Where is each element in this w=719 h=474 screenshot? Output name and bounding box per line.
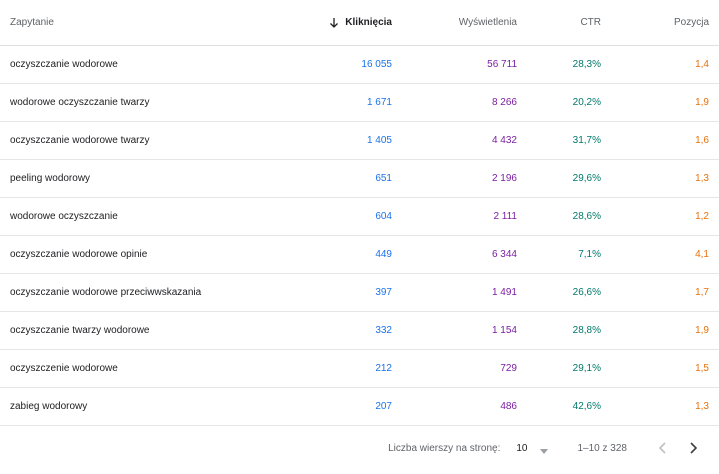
column-header-ctr[interactable]: CTR bbox=[580, 17, 601, 28]
impressions-cell: 1 154 bbox=[491, 325, 517, 336]
arrow-down-icon bbox=[329, 17, 339, 29]
query-cell: peeling wodorowy bbox=[10, 173, 91, 184]
prev-page-button[interactable] bbox=[651, 436, 675, 460]
clicks-cell: 449 bbox=[375, 249, 392, 260]
column-header-impressions[interactable]: Wyświetlenia bbox=[458, 17, 517, 28]
ctr-cell: 28,3% bbox=[572, 59, 601, 70]
impressions-cell: 486 bbox=[500, 401, 517, 412]
clicks-cell: 397 bbox=[375, 287, 392, 298]
query-cell: oczyszczanie twarzy wodorowe bbox=[10, 325, 150, 336]
table-row[interactable]: wodorowe oczyszczanie twarzy 1 671 8 266 20… bbox=[0, 84, 719, 122]
position-cell: 1,9 bbox=[695, 325, 709, 336]
position-cell: 1,3 bbox=[695, 173, 709, 184]
clicks-cell: 604 bbox=[375, 211, 392, 222]
query-cell: oczyszczanie wodorowe opinie bbox=[10, 249, 148, 260]
chevron-left-icon bbox=[658, 442, 668, 454]
table-row[interactable]: wodorowe oczyszczanie 604 2 111 28,6% 1,2 bbox=[0, 198, 719, 236]
ctr-cell: 42,6% bbox=[572, 401, 601, 412]
next-page-button[interactable] bbox=[681, 436, 705, 460]
pagination-footer: Liczba wierszy na stronę: 10 1–10 z 328 bbox=[0, 426, 719, 470]
position-cell: 1,3 bbox=[695, 401, 709, 412]
position-cell: 1,4 bbox=[695, 59, 709, 70]
ctr-cell: 26,6% bbox=[572, 287, 601, 298]
column-header-clicks[interactable]: Kliknięcia bbox=[290, 17, 392, 29]
impressions-cell: 56 711 bbox=[487, 59, 517, 70]
table-row[interactable]: oczyszczanie twarzy wodorowe 332 1 154 28,8… bbox=[0, 312, 719, 350]
clicks-cell: 1 671 bbox=[366, 97, 392, 108]
position-cell: 1,6 bbox=[695, 135, 709, 146]
table-header: Zapytanie Kliknięcia Wyświetlenia CTR Po… bbox=[0, 0, 719, 46]
rows-per-page-select[interactable]: 10 bbox=[516, 442, 548, 454]
impressions-cell: 2 111 bbox=[493, 211, 517, 222]
ctr-cell: 28,6% bbox=[572, 211, 601, 222]
table-row[interactable]: oczyszczanie wodorowe 16 055 56 711 28,3% 1,… bbox=[0, 46, 719, 84]
position-cell: 1,5 bbox=[695, 363, 709, 374]
query-cell: oczyszczenie wodorowe bbox=[10, 363, 118, 374]
table-row[interactable]: oczyszczanie wodorowe przeciwwskazania 39… bbox=[0, 274, 719, 312]
impressions-cell: 8 266 bbox=[491, 97, 517, 108]
position-cell: 1,2 bbox=[695, 211, 709, 222]
query-cell: oczyszczanie wodorowe przeciwwskazania bbox=[10, 287, 202, 298]
chevron-right-icon bbox=[688, 442, 698, 454]
query-cell: wodorowe oczyszczanie bbox=[10, 211, 118, 222]
column-header-query[interactable]: Zapytanie bbox=[10, 17, 54, 28]
clicks-cell: 16 055 bbox=[361, 59, 392, 70]
clicks-cell: 212 bbox=[375, 363, 392, 374]
table-row[interactable]: zabieg wodorowy 207 486 42,6% 1,3 bbox=[0, 388, 719, 426]
impressions-cell: 2 196 bbox=[491, 173, 517, 184]
query-cell: oczyszczanie wodorowe bbox=[10, 59, 118, 70]
position-cell: 4,1 bbox=[695, 249, 709, 260]
impressions-cell: 729 bbox=[500, 363, 517, 374]
ctr-cell: 20,2% bbox=[572, 97, 601, 108]
clicks-cell: 1 405 bbox=[366, 135, 392, 146]
caret-down-icon bbox=[539, 446, 548, 454]
clicks-cell: 207 bbox=[375, 401, 392, 412]
impressions-cell: 4 432 bbox=[491, 135, 517, 146]
rows-per-page-label: Liczba wierszy na stronę: bbox=[388, 442, 501, 454]
position-cell: 1,7 bbox=[695, 287, 709, 298]
table-row[interactable]: peeling wodorowy 651 2 196 29,6% 1,3 bbox=[0, 160, 719, 198]
column-header-position[interactable]: Pozycja bbox=[673, 17, 709, 28]
ctr-cell: 7,1% bbox=[578, 249, 601, 260]
ctr-cell: 29,6% bbox=[572, 173, 601, 184]
impressions-cell: 6 344 bbox=[491, 249, 517, 260]
query-cell: oczyszczanie wodorowe twarzy bbox=[10, 135, 150, 146]
query-cell: wodorowe oczyszczanie twarzy bbox=[10, 97, 150, 108]
impressions-cell: 1 491 bbox=[491, 287, 517, 298]
table-row[interactable]: oczyszczanie wodorowe twarzy 1 405 4 432 31… bbox=[0, 122, 719, 160]
query-cell: zabieg wodorowy bbox=[10, 401, 88, 412]
ctr-cell: 29,1% bbox=[572, 363, 601, 374]
pagination-range: 1–10 z 328 bbox=[577, 442, 628, 454]
column-header-clicks-label: Kliknięcia bbox=[345, 17, 392, 28]
clicks-cell: 651 bbox=[375, 173, 392, 184]
table-row[interactable]: oczyszczanie wodorowe opinie 449 6 344 7,1%… bbox=[0, 236, 719, 274]
position-cell: 1,9 bbox=[695, 97, 709, 108]
clicks-cell: 332 bbox=[375, 325, 392, 336]
rows-per-page-value: 10 bbox=[516, 442, 528, 454]
ctr-cell: 31,7% bbox=[572, 135, 601, 146]
ctr-cell: 28,8% bbox=[572, 325, 601, 336]
table-row[interactable]: oczyszczenie wodorowe 212 729 29,1% 1,5 bbox=[0, 350, 719, 388]
table-body: oczyszczanie wodorowe 16 055 56 711 28,3% 1,… bbox=[0, 46, 719, 426]
